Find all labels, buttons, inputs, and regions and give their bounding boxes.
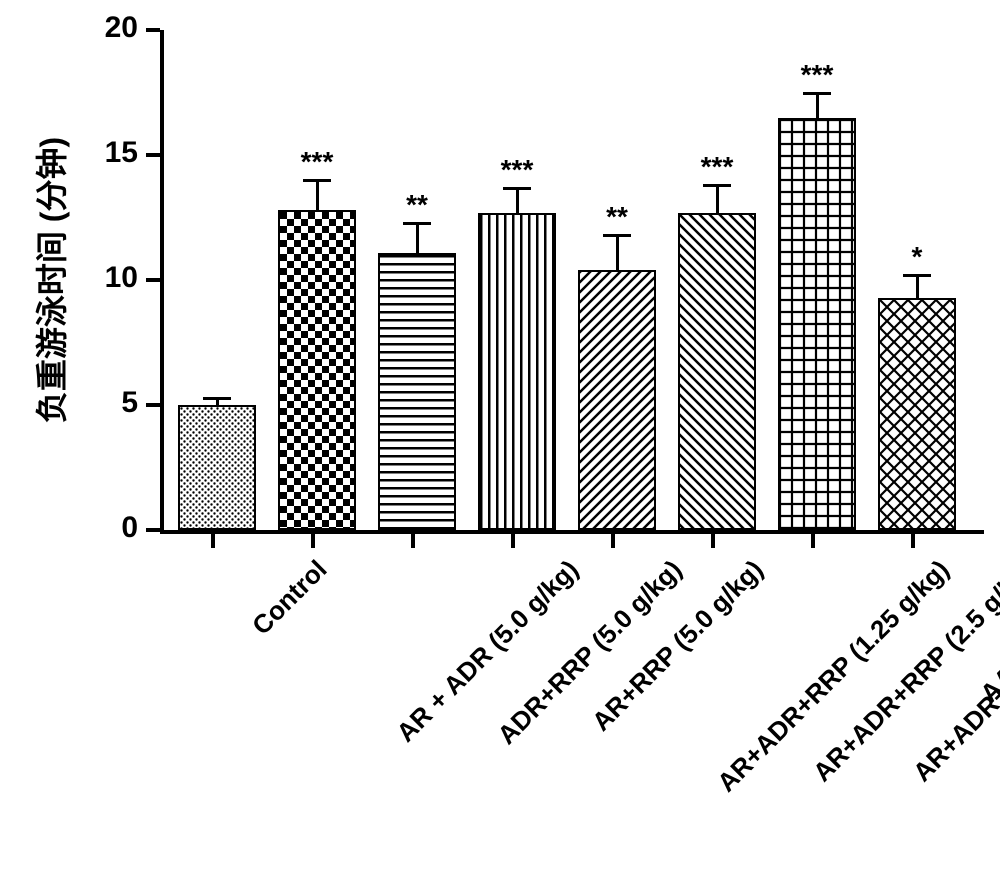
x-tick-label: AR + ADR (5.0 g/kg)	[390, 554, 584, 748]
error-bar	[316, 180, 319, 210]
y-tick	[146, 278, 160, 282]
y-axis-label: 负重游泳时间 (分钟)	[27, 137, 73, 423]
x-tick	[411, 534, 415, 548]
x-tick	[811, 534, 815, 548]
bar-fill	[780, 120, 854, 529]
bar-fill	[380, 255, 454, 529]
bar-fill	[680, 215, 754, 529]
bar-fill	[480, 215, 554, 529]
x-tick	[911, 534, 915, 548]
significance-label: ***	[701, 151, 734, 183]
error-cap	[303, 179, 331, 182]
error-bar	[716, 185, 719, 213]
error-bar	[516, 188, 519, 213]
y-tick-label: 0	[86, 511, 138, 545]
y-tick	[146, 153, 160, 157]
error-cap	[603, 234, 631, 237]
error-bar	[816, 93, 819, 118]
bar	[778, 118, 856, 531]
y-tick-label: 20	[86, 11, 138, 45]
error-cap	[903, 274, 931, 277]
y-tick-label: 10	[86, 261, 138, 295]
significance-label: **	[406, 189, 428, 221]
bar-fill	[180, 407, 254, 528]
error-bar	[416, 223, 419, 253]
significance-label: ***	[301, 146, 334, 178]
bar	[178, 405, 256, 530]
significance-label: **	[606, 201, 628, 233]
bar	[478, 213, 556, 531]
significance-label: *	[912, 241, 923, 273]
y-tick	[146, 528, 160, 532]
y-tick	[146, 28, 160, 32]
chart-container: ***************** 负重游泳时间 (分钟) 05101520Co…	[0, 0, 1000, 876]
error-cap	[203, 397, 231, 400]
bar-fill	[280, 212, 354, 528]
significance-label: ***	[801, 59, 834, 91]
error-bar	[916, 275, 919, 298]
error-bar	[616, 235, 619, 270]
bar	[878, 298, 956, 531]
error-cap	[403, 222, 431, 225]
bar-fill	[880, 300, 954, 529]
bar-fill	[580, 272, 654, 528]
y-tick	[146, 403, 160, 407]
error-cap	[503, 187, 531, 190]
bar	[378, 253, 456, 531]
error-cap	[703, 184, 731, 187]
x-tick	[511, 534, 515, 548]
x-tick	[711, 534, 715, 548]
error-cap	[803, 92, 831, 95]
x-tick	[311, 534, 315, 548]
x-tick-label: Control	[246, 554, 333, 641]
bar	[578, 270, 656, 530]
x-tick	[211, 534, 215, 548]
y-tick-label: 15	[86, 136, 138, 170]
bar	[678, 213, 756, 531]
bar	[278, 210, 356, 530]
significance-label: ***	[501, 154, 534, 186]
y-tick-label: 5	[86, 386, 138, 420]
x-tick	[611, 534, 615, 548]
plot-area: *****************	[160, 30, 984, 534]
